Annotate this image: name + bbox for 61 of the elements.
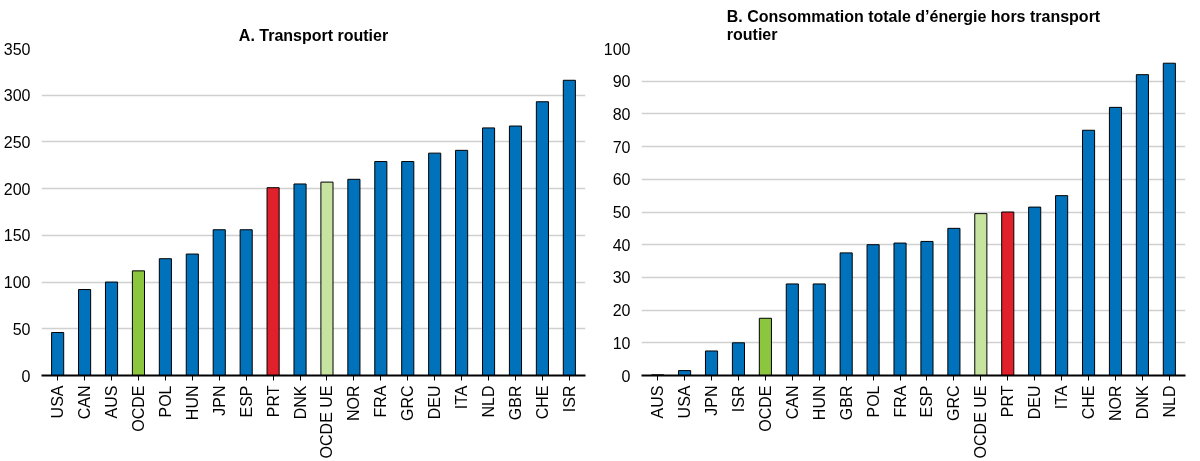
y-tick-label: 350 (3, 40, 31, 58)
x-tick-label: CAN (76, 385, 94, 420)
y-tick-label: 80 (612, 105, 631, 123)
y-tick-label: 250 (3, 133, 31, 151)
y-tick-label: 50 (612, 204, 631, 221)
x-tick-label: FRA (372, 385, 390, 418)
x-tick-label: OCDE (129, 385, 147, 432)
x-tick-label: JPN (703, 385, 721, 416)
x-tick-label: ESP (237, 385, 255, 418)
x-tick-label: NLD (480, 385, 498, 418)
y-tick-label: 40 (612, 236, 631, 254)
x-tick-label: CHE (1080, 385, 1098, 420)
x-tick-label: NOR (345, 385, 363, 422)
y-tick-label: 300 (3, 87, 31, 105)
x-tick-label: GBR (506, 385, 524, 421)
x-tick-label: JPN (210, 385, 228, 416)
y-tick-label: 20 (612, 302, 631, 320)
x-tick-label: USA (676, 385, 694, 419)
x-tick-label: GBR (837, 385, 855, 421)
x-tick-label: ISR (729, 385, 747, 413)
x-tick-label: HUN (810, 385, 828, 421)
y-tick-label: 0 (621, 367, 631, 385)
x-tick-label: ITA (1053, 385, 1071, 410)
y-tick-label: 10 (612, 334, 631, 352)
chart-title: A. Transport routier (238, 26, 389, 44)
x-tick-label: OCDE UE (318, 385, 336, 459)
x-tick-label: FRA (891, 385, 909, 418)
x-tick-label: AUS (649, 385, 667, 419)
x-tick-label: ISR (560, 385, 578, 413)
y-tick-label: 150 (3, 227, 31, 245)
x-tick-label: DEU (426, 385, 444, 420)
x-tick-label: NOR (1106, 385, 1124, 422)
x-tick-label: PRT (264, 385, 282, 418)
x-tick-label: NLD (1160, 385, 1178, 418)
x-tick-label: GRC (399, 385, 417, 422)
y-tick-label: 90 (612, 73, 631, 91)
x-tick-label: OCDE (756, 385, 774, 432)
x-tick-label: HUN (183, 385, 201, 421)
x-tick-label: DEU (1026, 385, 1044, 420)
x-tick-label: CAN (783, 385, 801, 420)
x-tick-label: CHE (533, 385, 551, 420)
x-tick-label: POL (156, 385, 174, 418)
y-tick-label: 100 (3, 274, 31, 292)
y-tick-label: 30 (612, 269, 631, 287)
chart-title: B. Consommation totale d’énergie hors transport routier (726, 7, 1101, 44)
x-tick-label: ITA (453, 385, 471, 410)
y-tick-label: 0 (21, 367, 31, 385)
y-tick-label: 70 (612, 138, 631, 156)
x-tick-label: AUS (103, 385, 121, 419)
y-tick-label: 60 (612, 171, 631, 189)
x-tick-label: DNK (1133, 385, 1151, 420)
x-tick-label: ESP (918, 385, 936, 418)
y-tick-label: 50 (12, 320, 31, 338)
x-tick-label: USA (49, 385, 67, 419)
x-tick-label: PRT (999, 385, 1017, 418)
x-tick-label: GRC (945, 385, 963, 422)
y-tick-label: 200 (3, 180, 31, 198)
x-tick-label: DNK (291, 385, 309, 420)
y-tick-label: 100 (603, 40, 631, 58)
x-tick-label: OCDE UE (972, 385, 990, 459)
x-tick-label: POL (864, 385, 882, 418)
